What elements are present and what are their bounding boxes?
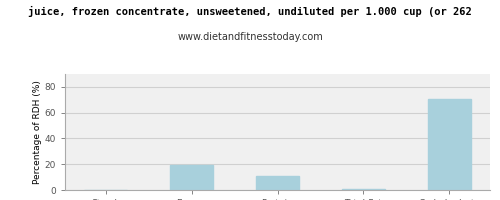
Text: juice, frozen concentrate, unsweetened, undiluted per 1.000 cup (or 262: juice, frozen concentrate, unsweetened, … bbox=[28, 6, 472, 17]
Bar bbox=[342, 189, 385, 190]
Bar bbox=[256, 176, 299, 190]
Y-axis label: Percentage of RDH (%): Percentage of RDH (%) bbox=[32, 80, 42, 184]
Bar bbox=[428, 99, 470, 190]
Bar bbox=[170, 165, 213, 190]
Text: www.dietandfitnesstoday.com: www.dietandfitnesstoday.com bbox=[177, 32, 323, 42]
